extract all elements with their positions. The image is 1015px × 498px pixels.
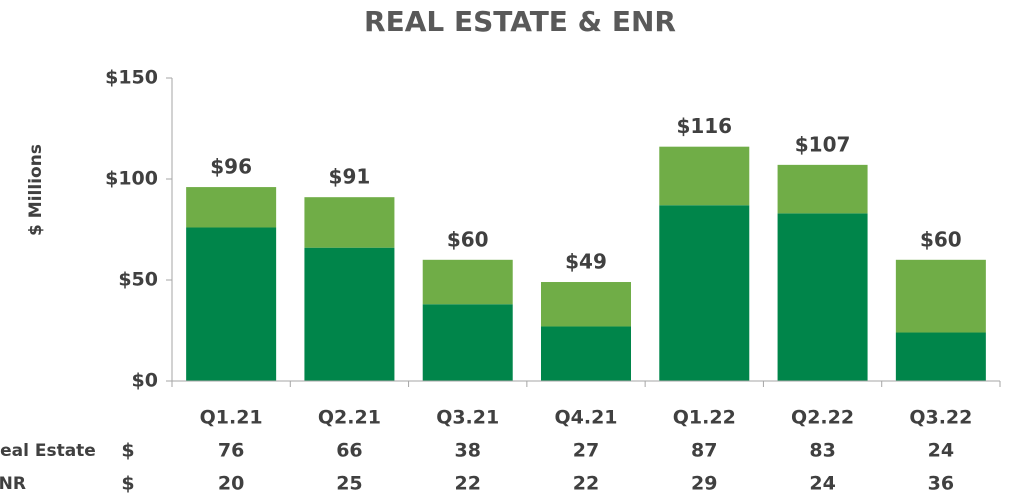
y-tick-label: $150 — [105, 67, 158, 89]
x-tick-label: Q3.22 — [909, 407, 972, 429]
bar-segment — [659, 146, 750, 206]
total-label: $49 — [565, 250, 607, 274]
table-value: 66 — [336, 440, 362, 462]
table-value: 87 — [691, 440, 717, 462]
bar-segment — [186, 227, 277, 381]
bar-segment — [777, 164, 868, 214]
table-value: 76 — [218, 440, 244, 462]
table-value: 25 — [336, 473, 362, 495]
x-tick-label: Q2.22 — [791, 407, 854, 429]
chart-title: REAL ESTATE & ENR — [364, 5, 676, 38]
y-axis-label: $ Millions — [26, 144, 46, 236]
x-tick-label: Q1.21 — [200, 407, 263, 429]
y-tick-label: $100 — [105, 168, 158, 190]
bar-segment — [422, 304, 513, 381]
table-value: 22 — [573, 473, 599, 495]
total-label: $60 — [447, 227, 489, 251]
bar-segment — [541, 326, 631, 381]
x-tick-label: Q2.21 — [318, 407, 381, 429]
y-tick-label: $50 — [118, 269, 158, 291]
bar-segment — [659, 205, 750, 381]
bar-segment — [777, 213, 868, 381]
x-tick-label: Q3.21 — [436, 407, 499, 429]
total-label: $96 — [210, 155, 252, 179]
table-value: 29 — [691, 473, 717, 495]
table-row-label: Real Estate — [0, 441, 96, 461]
bar-segment — [895, 332, 986, 381]
table-value: 38 — [454, 440, 480, 462]
total-label: $107 — [795, 132, 851, 156]
table-value: 36 — [928, 473, 954, 495]
table-value: 20 — [218, 473, 244, 495]
total-label: $60 — [920, 227, 962, 251]
bar-segment — [895, 259, 986, 333]
bar-segment — [304, 197, 395, 248]
table-row-label: ENR — [0, 474, 26, 494]
bar-segment — [541, 282, 631, 327]
table-unit: $ — [121, 440, 134, 462]
table-value: 27 — [573, 440, 599, 462]
total-label: $116 — [676, 114, 732, 138]
table-value: 24 — [928, 440, 954, 462]
x-tick-label: Q1.22 — [673, 407, 736, 429]
table-value: 22 — [454, 473, 480, 495]
table-unit: $ — [121, 473, 134, 495]
y-tick-label: $0 — [132, 370, 158, 392]
bar-segment — [186, 187, 277, 228]
bar-segment — [304, 247, 395, 381]
x-tick-label: Q4.21 — [554, 407, 617, 429]
table-value: 24 — [809, 473, 835, 495]
table-value: 83 — [809, 440, 835, 462]
bar-segment — [422, 259, 513, 305]
total-label: $91 — [329, 165, 371, 189]
